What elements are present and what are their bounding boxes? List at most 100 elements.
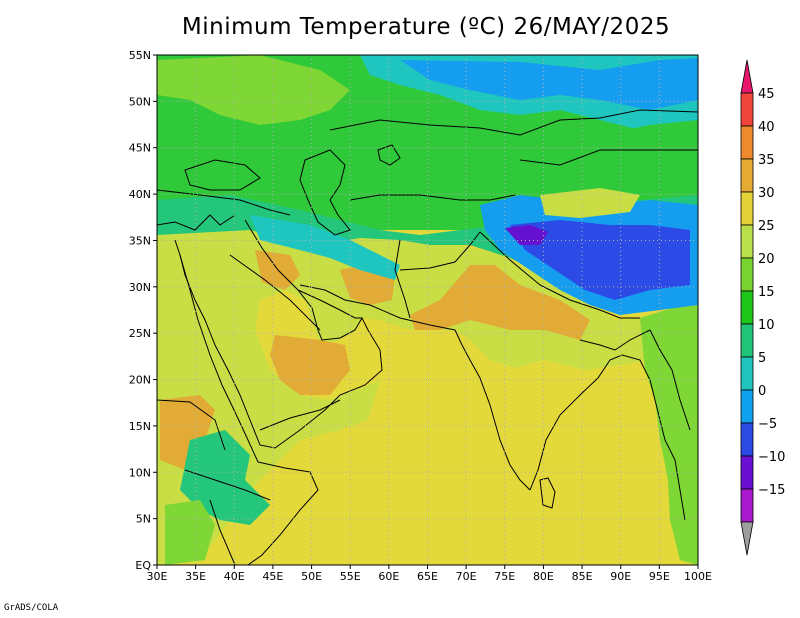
colorbar-label: −15 <box>758 483 785 498</box>
x-tick-label: 35E <box>185 570 206 583</box>
border-yemen <box>259 399 341 431</box>
x-tick-label: 65E <box>417 570 438 583</box>
colorbar-swatch <box>740 422 754 457</box>
colorbar-label: −5 <box>758 417 777 432</box>
tarim-basin-zone <box>540 188 640 218</box>
y-tick-label: 5N <box>136 513 151 526</box>
temperature-field <box>157 55 698 565</box>
credit-label: GrADS/COLA <box>4 603 59 613</box>
india-land-zone <box>470 340 600 485</box>
colorbar-label: 0 <box>758 384 766 399</box>
x-tick-label: 50E <box>301 570 322 583</box>
x-tick-label: 100E <box>684 570 712 583</box>
x-axis: 30E 35E 40E 45E 50E 55E 60E 65E 70E 75E 80E 85E 90E 9… <box>147 565 712 583</box>
border-africa-1 <box>157 399 226 451</box>
black-sea <box>184 159 261 191</box>
india-west-coast <box>454 329 531 491</box>
y-tick-label: 15N <box>129 420 151 433</box>
colorbar-swatch <box>740 158 754 193</box>
border-kazakh-russia <box>329 109 698 136</box>
chart-title: Minimum Temperature (ºC) 26/MAY/2025 <box>181 14 671 40</box>
graticule <box>157 55 698 565</box>
x-tick-label: 30E <box>147 570 168 583</box>
colorbar-label: 20 <box>758 252 775 267</box>
y-tick-label: 35N <box>129 234 151 247</box>
siberia-0-zone <box>400 58 698 110</box>
border-saudi <box>229 254 321 331</box>
x-tick-label: 70E <box>456 570 477 583</box>
colorbar-swatch <box>740 323 754 358</box>
x-tick-label: 80E <box>533 570 554 583</box>
colorbar-label: 10 <box>758 318 775 333</box>
x-tick-label: 85E <box>572 570 593 583</box>
colorbar: 45 40 35 30 25 20 15 10 5 0 −5 −10 −15 <box>740 59 785 556</box>
southeast-asia-zone <box>640 300 698 565</box>
ethiopian-highlands-zone <box>180 430 270 525</box>
colorbar-label: −10 <box>758 450 785 465</box>
x-tick-label: 40E <box>224 570 245 583</box>
sri-lanka <box>539 477 556 509</box>
x-tick-label: 75E <box>494 570 515 583</box>
colorbar-swatch <box>740 224 754 259</box>
colorbar-swatch <box>740 488 754 523</box>
zagros-zone <box>300 260 340 295</box>
colorbar-swatch <box>740 92 754 127</box>
colorbar-label: 35 <box>758 153 775 168</box>
y-tick-label: 20N <box>129 374 151 387</box>
colorbar-top-triangle <box>740 59 754 94</box>
arabia-coastline <box>174 219 383 449</box>
colorbar-swatch <box>740 191 754 226</box>
siberia-10-zone <box>300 115 698 170</box>
colorbar-swatch <box>740 125 754 160</box>
border-china-mongolia <box>519 149 698 166</box>
border-turkey <box>157 189 291 216</box>
border-africa-2 <box>184 469 271 501</box>
caspian-sea <box>299 149 351 236</box>
colorbar-label: 15 <box>758 285 775 300</box>
y-tick-label: 45N <box>129 142 151 155</box>
y-tick-label: 30N <box>129 281 151 294</box>
east-europe-20-zone <box>157 55 350 125</box>
border-africa-3 <box>209 499 236 565</box>
mediterranean-coast <box>157 214 236 231</box>
colorbar-label: 30 <box>758 186 775 201</box>
colorbar-swatch <box>740 290 754 325</box>
border-india-east <box>579 329 651 351</box>
colorbar-bottom-triangle <box>740 521 754 556</box>
colorbar-label: 40 <box>758 120 775 135</box>
y-tick-label: EQ <box>135 559 151 572</box>
persian-gulf-coast <box>297 289 362 319</box>
red-sea-african-coast <box>179 254 259 463</box>
x-tick-label: 55E <box>340 570 361 583</box>
x-tick-label: 95E <box>649 570 670 583</box>
india-east-coast <box>529 354 623 491</box>
x-tick-label: 45E <box>262 570 283 583</box>
y-tick-label: 10N <box>129 466 151 479</box>
boundaries-layer <box>157 109 698 565</box>
y-axis: EQ 5N 10N 15N 20N 25N 30N 35N 40N 45N 50N 55N <box>129 49 157 572</box>
colorbar-swatch <box>740 389 754 424</box>
colorbar-swatch <box>740 257 754 292</box>
hot-zone-pakistan <box>410 265 590 340</box>
east-africa-zone <box>165 500 215 565</box>
x-tick-label: 90E <box>610 570 631 583</box>
y-tick-label: 50N <box>129 95 151 108</box>
border-myanmar <box>649 329 691 431</box>
colorbar-label: 5 <box>758 351 766 366</box>
y-tick-label: 40N <box>129 188 151 201</box>
y-tick-label: 25N <box>129 327 151 340</box>
colorbar-swatch <box>740 455 754 490</box>
horn-of-africa-coast <box>247 461 319 565</box>
caucasus-zone <box>250 215 400 280</box>
y-tick-label: 55N <box>129 49 151 62</box>
border-iran-afghan <box>394 239 411 319</box>
border-central-asia <box>349 194 516 201</box>
border-himalaya <box>479 231 640 319</box>
colorbar-label: 45 <box>758 87 775 102</box>
colorbar-label: 25 <box>758 219 775 234</box>
bengal-myanmar-coast <box>621 354 686 521</box>
x-tick-label: 60E <box>378 570 399 583</box>
aral-sea <box>377 144 401 166</box>
colorbar-swatch <box>740 356 754 391</box>
